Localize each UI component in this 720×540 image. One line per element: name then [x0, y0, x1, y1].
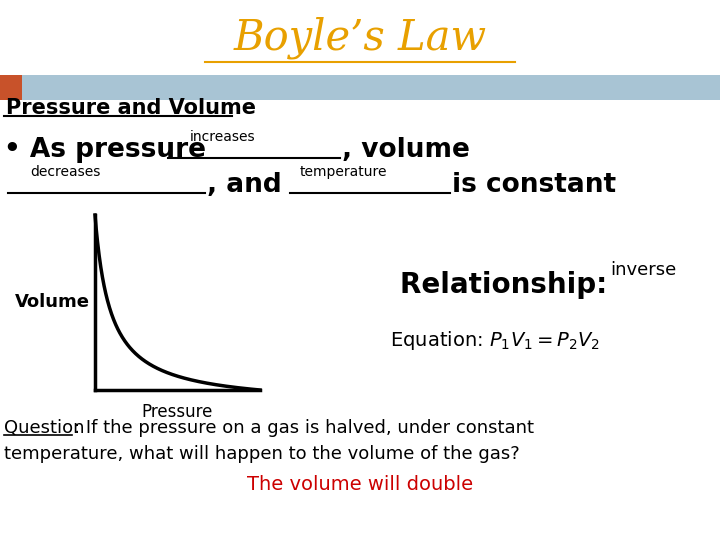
Text: Question: Question — [4, 419, 84, 437]
Text: Volume: Volume — [15, 293, 90, 311]
Bar — [0, 75, 720, 100]
Text: Equation: $P_1V_1 = P_2V_2$: Equation: $P_1V_1 = P_2V_2$ — [390, 328, 600, 352]
Text: is constant: is constant — [452, 172, 616, 198]
Bar — [0, 75, 22, 100]
Text: Pressure and Volume: Pressure and Volume — [6, 98, 256, 118]
Text: , and: , and — [207, 172, 291, 198]
Text: decreases: decreases — [30, 165, 100, 179]
Text: increases: increases — [190, 130, 256, 144]
Text: temperature, what will happen to the volume of the gas?: temperature, what will happen to the vol… — [4, 445, 520, 463]
Text: Boyle’s Law: Boyle’s Law — [233, 17, 487, 59]
Text: inverse: inverse — [610, 261, 676, 279]
Text: , volume: , volume — [342, 137, 470, 163]
Text: The volume will double: The volume will double — [247, 476, 473, 495]
Text: Relationship:: Relationship: — [400, 271, 617, 299]
Text: : If the pressure on a gas is halved, under constant: : If the pressure on a gas is halved, un… — [74, 419, 534, 437]
Text: • As pressure: • As pressure — [4, 137, 215, 163]
Text: temperature: temperature — [300, 165, 387, 179]
Text: Pressure: Pressure — [141, 403, 212, 421]
